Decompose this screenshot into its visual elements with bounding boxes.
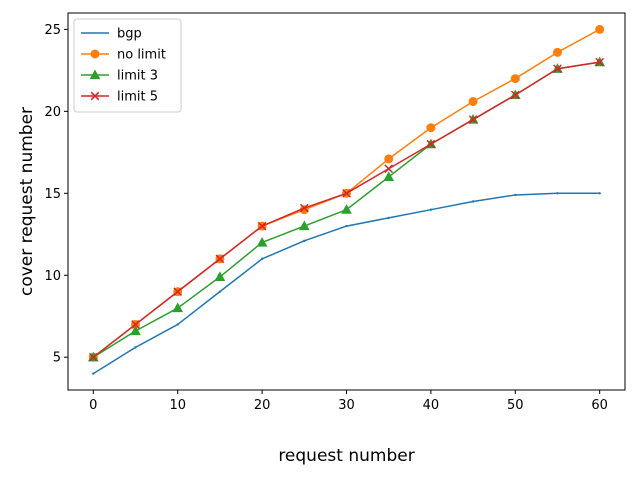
legend-label: no limit bbox=[117, 48, 166, 63]
data-point-no-limit bbox=[552, 47, 562, 57]
data-point-bgp bbox=[345, 224, 348, 228]
data-point-bgp bbox=[134, 346, 137, 349]
x-tick-label: 20 bbox=[254, 398, 271, 413]
axis-ticks: 0 10 20 30 40 50 60 5 10 15 20 25 bbox=[44, 23, 608, 413]
data-point-bgp bbox=[218, 290, 222, 293]
legend-box bbox=[73, 18, 182, 113]
data-point-limit-5 bbox=[215, 254, 225, 264]
data-point-bgp bbox=[303, 239, 306, 243]
legend-item-bgp: bgp bbox=[81, 27, 142, 42]
legend-item-limit-5: limit 5 bbox=[81, 90, 158, 105]
data-point-limit-3 bbox=[383, 171, 395, 182]
y-tick-label: 20 bbox=[44, 105, 61, 120]
data-point-no-limit bbox=[510, 74, 520, 84]
data-point-limit-3 bbox=[256, 236, 268, 247]
series-bgp bbox=[92, 192, 601, 375]
data-point-limit-5 bbox=[553, 64, 562, 74]
data-point-bgp bbox=[176, 323, 179, 326]
series-layer bbox=[87, 24, 606, 375]
legend-label: limit 3 bbox=[117, 69, 158, 84]
x-tick-label: 50 bbox=[507, 398, 524, 413]
data-point-bgp bbox=[556, 192, 559, 195]
data-point-limit-5 bbox=[384, 164, 394, 174]
legend-marker bbox=[90, 49, 100, 59]
y-tick-label: 15 bbox=[44, 187, 61, 202]
legend: bgp no limit limit 3 limit 5 bbox=[73, 18, 182, 113]
data-point-limit-5 bbox=[468, 115, 478, 124]
legend-item-no-limit: no limit bbox=[81, 48, 166, 63]
legend-marker bbox=[89, 69, 101, 80]
data-point-bgp bbox=[260, 257, 264, 261]
data-point-bgp bbox=[514, 193, 517, 197]
y-axis-label: cover request number bbox=[17, 107, 37, 296]
data-point-bgp bbox=[598, 192, 601, 195]
data-point-no-limit bbox=[384, 154, 394, 164]
legend-label: limit 5 bbox=[117, 90, 158, 105]
y-tick-label: 5 bbox=[53, 351, 61, 366]
x-axis-label: request number bbox=[278, 446, 414, 466]
data-point-limit-5 bbox=[257, 221, 267, 231]
data-point-limit-5 bbox=[173, 287, 183, 296]
x-tick-label: 30 bbox=[338, 398, 355, 413]
legend-item-limit-3: limit 3 bbox=[81, 69, 158, 84]
x-tick-label: 10 bbox=[169, 398, 186, 413]
data-point-no-limit bbox=[595, 24, 605, 34]
data-point-limit-5 bbox=[426, 139, 436, 149]
legend-marker bbox=[90, 91, 100, 101]
data-point-limit-5 bbox=[299, 203, 309, 213]
data-point-limit-3 bbox=[130, 325, 141, 336]
data-point-limit-3 bbox=[172, 302, 184, 313]
data-point-bgp bbox=[387, 216, 390, 220]
data-point-limit-5 bbox=[131, 320, 140, 329]
data-point-limit-3 bbox=[341, 204, 352, 214]
y-tick-label: 10 bbox=[44, 269, 61, 284]
data-point-no-limit bbox=[468, 97, 478, 107]
data-point-limit-5 bbox=[88, 352, 98, 362]
x-tick-label: 40 bbox=[423, 398, 440, 413]
x-tick-label: 60 bbox=[591, 398, 608, 413]
legend-label: bgp bbox=[117, 27, 142, 42]
data-point-bgp bbox=[471, 200, 475, 203]
data-point-limit-5 bbox=[342, 188, 351, 198]
data-point-bgp bbox=[429, 208, 433, 211]
series-line-bgp bbox=[92, 192, 600, 375]
x-tick-label: 0 bbox=[89, 398, 97, 413]
data-point-limit-5 bbox=[510, 90, 520, 100]
series-limit-5 bbox=[88, 57, 605, 362]
data-point-limit-3 bbox=[298, 220, 310, 231]
y-tick-label: 25 bbox=[44, 23, 61, 38]
data-point-limit-5 bbox=[595, 57, 605, 67]
data-point-no-limit bbox=[426, 123, 436, 133]
data-point-limit-3 bbox=[214, 271, 226, 281]
data-point-bgp bbox=[92, 372, 95, 375]
